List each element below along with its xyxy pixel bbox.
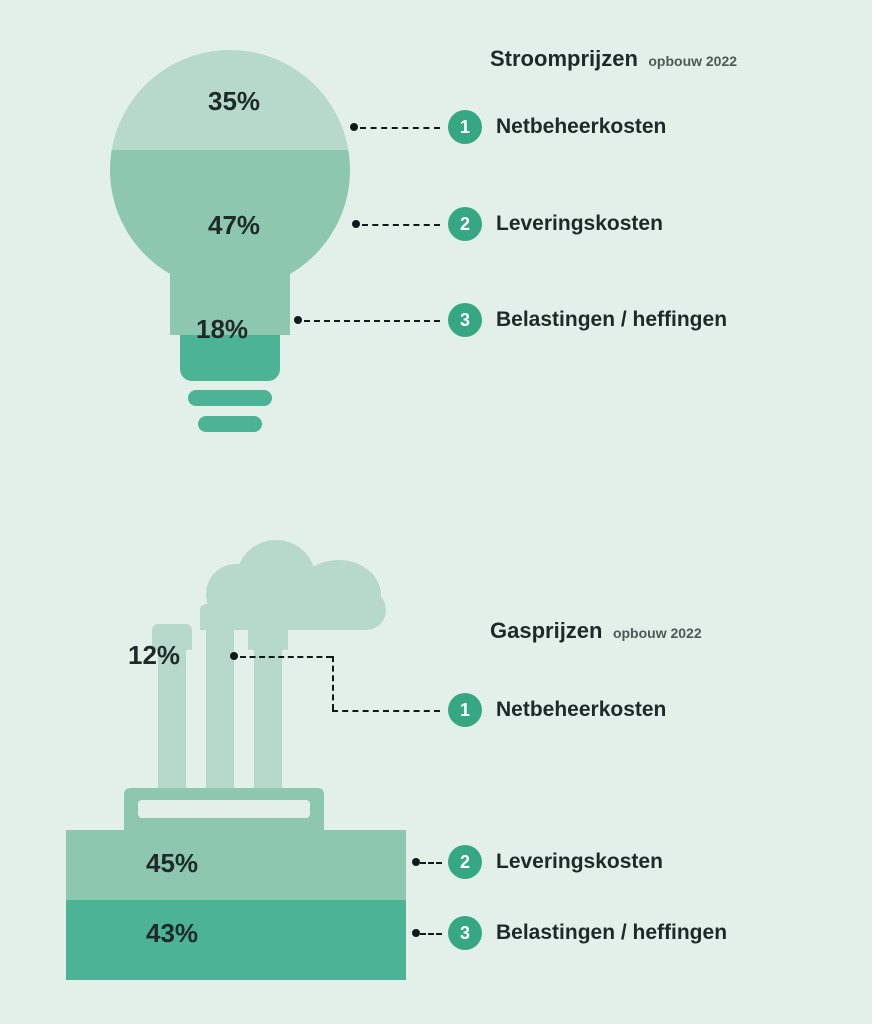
stroom-title-sub: opbouw 2022: [648, 53, 737, 69]
gas-label-3: 3 Belastingen / heffingen: [448, 916, 727, 950]
gas-label-1-text: Netbeheerkosten: [496, 698, 666, 722]
gas-label-2: 2 Leveringskosten: [448, 845, 663, 879]
stroom-label-3-text: Belastingen / heffingen: [496, 308, 727, 332]
gas-title-sub: opbouw 2022: [613, 625, 702, 641]
gas-segment-3: [66, 900, 406, 980]
stroom-pct-3: 18%: [196, 314, 248, 345]
gas-label-2-text: Leveringskosten: [496, 850, 663, 874]
stroom-pct-1: 35%: [208, 86, 260, 117]
badge-3: 3: [448, 303, 482, 337]
stroom-label-2: 2 Leveringskosten: [448, 207, 663, 241]
stroom-label-3: 3 Belastingen / heffingen: [448, 303, 727, 337]
infographic-canvas: Stroomprijzen opbouw 2022 35% 47% 18% 1 …: [0, 0, 872, 1024]
stroom-title: Stroomprijzen opbouw 2022: [490, 46, 737, 72]
connector: [332, 656, 334, 710]
connector: [332, 710, 440, 712]
stack-3: [254, 650, 282, 800]
stroom-label-2-text: Leveringskosten: [496, 212, 663, 236]
dot: [350, 123, 358, 131]
connector: [360, 127, 440, 129]
gas-label-1: 1 Netbeheerkosten: [448, 693, 666, 727]
gas-pct-1: 12%: [128, 640, 180, 671]
badge-2: 2: [448, 207, 482, 241]
stroom-label-1-text: Netbeheerkosten: [496, 115, 666, 139]
stroom-title-main: Stroomprijzen: [490, 46, 638, 71]
dot: [294, 316, 302, 324]
dot: [230, 652, 238, 660]
bulb-thread-1: [188, 390, 272, 406]
gas-title: Gasprijzen opbouw 2022: [490, 618, 702, 644]
gas-segment-2: [66, 830, 406, 900]
connector: [420, 933, 442, 935]
dot: [412, 929, 420, 937]
connector: [420, 862, 442, 864]
badge-1: 1: [448, 110, 482, 144]
factory-icon: [66, 520, 406, 970]
badge-1: 1: [448, 693, 482, 727]
stroom-label-1: 1 Netbeheerkosten: [448, 110, 666, 144]
dot: [352, 220, 360, 228]
bulb-thread-2: [198, 416, 262, 432]
badge-2: 2: [448, 845, 482, 879]
gas-pct-2: 45%: [146, 848, 198, 879]
dot: [412, 858, 420, 866]
gas-pct-3: 43%: [146, 918, 198, 949]
gas-label-3-text: Belastingen / heffingen: [496, 921, 727, 945]
plinth: [124, 788, 324, 830]
connector: [304, 320, 440, 322]
connector: [240, 656, 332, 658]
stroom-pct-2: 47%: [208, 210, 260, 241]
stack-1: [158, 650, 186, 800]
connector: [362, 224, 440, 226]
gas-title-main: Gasprijzen: [490, 618, 602, 643]
badge-3: 3: [448, 916, 482, 950]
